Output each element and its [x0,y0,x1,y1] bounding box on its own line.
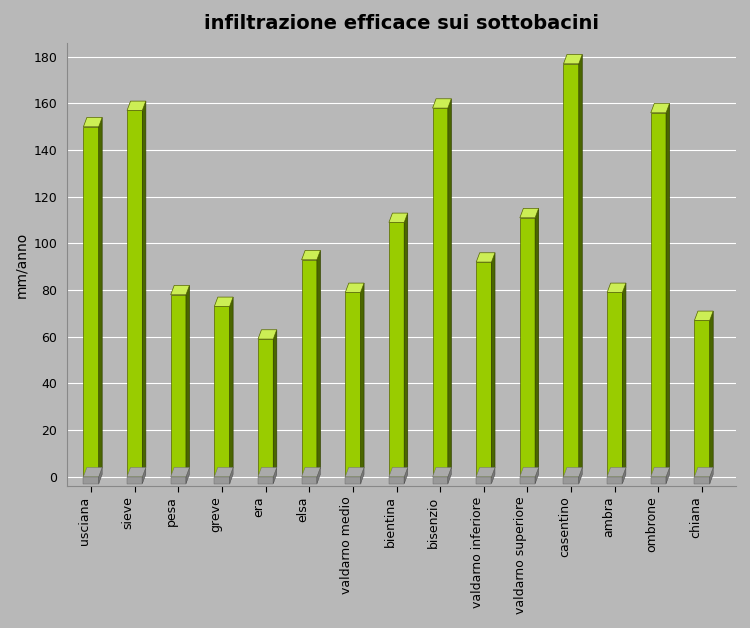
Polygon shape [694,311,713,320]
Title: infiltrazione efficace sui sottobacini: infiltrazione efficace sui sottobacini [204,14,599,33]
Polygon shape [476,477,491,484]
Polygon shape [433,467,451,477]
Polygon shape [142,101,146,477]
Polygon shape [651,113,666,477]
Polygon shape [127,101,146,111]
Polygon shape [186,285,190,477]
Polygon shape [214,297,233,306]
Polygon shape [608,467,626,477]
Polygon shape [99,117,102,477]
Polygon shape [258,477,273,484]
Polygon shape [608,477,622,484]
Polygon shape [127,477,142,484]
Polygon shape [563,477,579,484]
Polygon shape [563,467,582,477]
Polygon shape [345,477,361,484]
Polygon shape [608,293,622,477]
Polygon shape [389,222,404,477]
Polygon shape [214,477,230,484]
Polygon shape [448,99,452,477]
Polygon shape [258,330,277,339]
Polygon shape [127,111,142,477]
Polygon shape [258,467,277,477]
Polygon shape [404,213,408,477]
Polygon shape [666,104,670,477]
Polygon shape [389,213,408,222]
Polygon shape [476,252,495,262]
Polygon shape [579,467,582,484]
Polygon shape [302,251,320,260]
Polygon shape [302,477,317,484]
Polygon shape [694,320,709,477]
Polygon shape [710,467,713,484]
Polygon shape [651,467,670,477]
Polygon shape [651,477,666,484]
Polygon shape [476,467,495,477]
Polygon shape [273,330,277,477]
Polygon shape [520,208,538,218]
Polygon shape [520,467,538,477]
Polygon shape [404,467,408,484]
Polygon shape [536,467,538,484]
Polygon shape [83,477,99,484]
Polygon shape [491,252,495,477]
Polygon shape [214,467,233,477]
Polygon shape [520,218,536,477]
Polygon shape [317,251,320,477]
Polygon shape [563,64,579,477]
Polygon shape [302,260,317,477]
Polygon shape [230,297,233,477]
Polygon shape [491,467,495,484]
Polygon shape [651,104,670,113]
Polygon shape [694,477,709,484]
Polygon shape [171,285,190,295]
Polygon shape [666,467,670,484]
Polygon shape [433,108,448,477]
Polygon shape [171,477,186,484]
Polygon shape [142,467,146,484]
Polygon shape [448,467,452,484]
Polygon shape [345,283,364,293]
Polygon shape [83,117,102,127]
Polygon shape [171,467,190,477]
Polygon shape [273,467,277,484]
Polygon shape [361,283,364,477]
Polygon shape [563,55,582,64]
Polygon shape [433,477,448,484]
Polygon shape [694,467,713,477]
Polygon shape [608,283,626,293]
Polygon shape [520,477,536,484]
Polygon shape [389,467,408,477]
Polygon shape [622,467,626,484]
Polygon shape [622,283,626,477]
Polygon shape [345,467,364,477]
Polygon shape [83,467,102,477]
Polygon shape [302,467,320,477]
Y-axis label: mm/anno: mm/anno [14,231,28,298]
Polygon shape [433,99,451,108]
Polygon shape [171,295,186,477]
Polygon shape [214,306,230,477]
Polygon shape [127,467,146,477]
Polygon shape [258,339,273,477]
Polygon shape [710,311,713,477]
Polygon shape [83,127,99,477]
Polygon shape [317,467,320,484]
Polygon shape [230,467,233,484]
Polygon shape [99,467,102,484]
Polygon shape [536,208,538,477]
Polygon shape [389,477,404,484]
Polygon shape [345,293,361,477]
Polygon shape [361,467,364,484]
Polygon shape [186,467,190,484]
Polygon shape [579,55,582,477]
Polygon shape [476,262,491,477]
